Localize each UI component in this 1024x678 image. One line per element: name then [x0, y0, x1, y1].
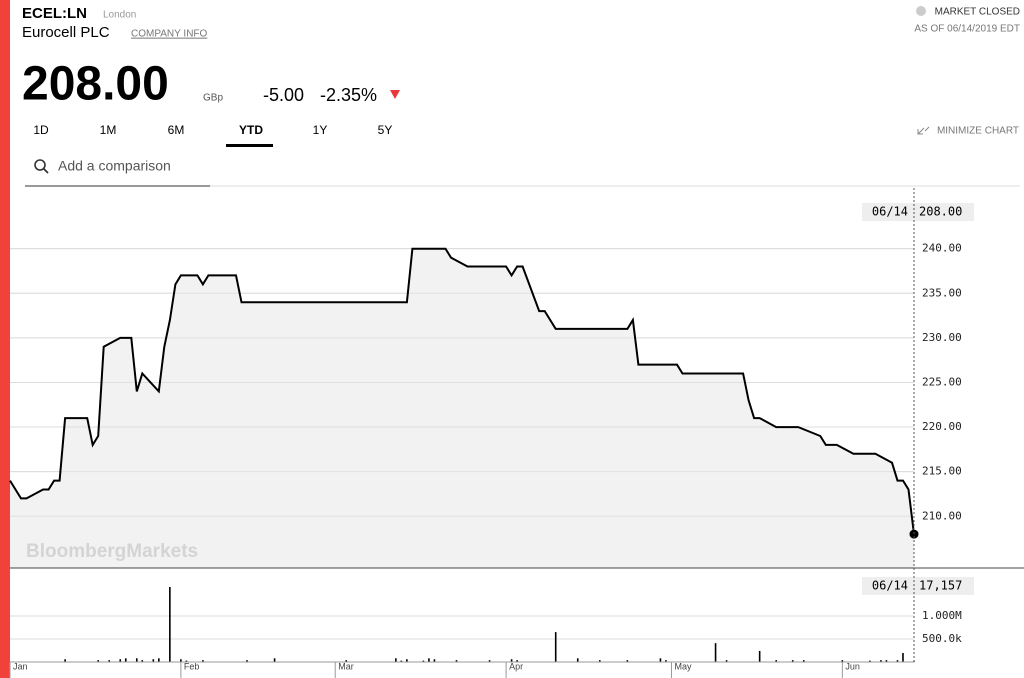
price-line: [9, 247, 915, 535]
flag-date: 06/14: [872, 205, 908, 219]
accent-bar: [0, 0, 10, 678]
volume-bar: [180, 659, 182, 662]
volume-bar: [400, 660, 403, 662]
volume-bar: [725, 660, 728, 662]
volume-bar: [345, 660, 348, 662]
volume-bar: [659, 658, 662, 662]
y-tick-label: 225.00: [922, 375, 962, 388]
range-tab[interactable]: 6M: [168, 123, 185, 137]
flag-value: 17,157: [919, 579, 962, 593]
volume-bar: [885, 660, 888, 662]
x-tick-label: Jun: [845, 661, 860, 671]
volume-bar: [576, 658, 579, 662]
change: -5.00: [263, 85, 304, 105]
volume-bar: [185, 660, 188, 662]
volume-bar: [516, 660, 518, 662]
chart-area: 210.00 215.00 220.00 225.00 230.00 235.00 240.…: [9, 188, 1024, 678]
volume-bar: [406, 659, 408, 662]
volume-bar: [896, 660, 899, 662]
y-tick-label: 230.00: [922, 331, 962, 344]
volume-bar: [665, 660, 667, 662]
volume-bar: [433, 659, 436, 662]
search-icon: [34, 159, 46, 171]
exchange: London: [103, 10, 136, 21]
currency: GBp: [203, 93, 223, 104]
range-tab[interactable]: 1M: [100, 123, 117, 137]
x-tick-label: Jan: [13, 661, 28, 671]
active-tab-underline: [226, 144, 273, 147]
volume-bar: [841, 660, 844, 662]
x-tick-label: Apr: [509, 661, 523, 671]
volume-bar: [902, 652, 904, 662]
flag-date: 06/14: [872, 579, 908, 593]
minimize-chart[interactable]: MINIMIZE CHART: [937, 126, 1019, 137]
volume-bar: [246, 660, 248, 662]
x-tick-label: May: [674, 661, 692, 671]
volume-bar: [124, 658, 127, 662]
as-of: AS OF 06/14/2019 EDT: [914, 24, 1020, 35]
company: Eurocell PLC: [22, 24, 110, 41]
volume-bar: [455, 660, 458, 662]
x-tick-label: Mar: [338, 661, 354, 671]
change-pct: -2.35%: [320, 85, 377, 105]
y-tick-label: 240.00: [922, 242, 962, 255]
market-status: MARKET CLOSED: [935, 7, 1020, 18]
volume-bar: [714, 643, 717, 662]
y-tick-label: 500.0k: [922, 632, 962, 645]
volume-bar: [135, 658, 138, 662]
volume-bar: [141, 660, 144, 662]
x-tick-label: Feb: [184, 661, 200, 671]
search-input[interactable]: Add a comparison: [58, 158, 171, 174]
volume-bar: [152, 659, 155, 662]
flag-bg: [862, 203, 974, 221]
volume-bar: [64, 659, 66, 662]
volume-bar: [169, 587, 171, 662]
search-icon-handle: [43, 168, 49, 174]
y-tick-label: 1.000M: [922, 609, 962, 622]
volume-bar: [108, 660, 111, 662]
y-tick-label: 220.00: [922, 420, 962, 433]
y-tick-label: 215.00: [922, 465, 962, 478]
volume-bar: [273, 658, 276, 662]
volume-bar: [880, 660, 882, 662]
ticker: ECEL:LN: [22, 5, 87, 22]
volume-bar: [791, 660, 794, 662]
volume-bar: [869, 660, 871, 662]
price: 208.00: [22, 58, 169, 111]
volume-bar: [428, 658, 430, 662]
flag-value: 208.00: [919, 205, 962, 219]
y-tick-label: 210.00: [922, 509, 962, 522]
volume-bar: [775, 660, 777, 662]
range-tab[interactable]: 1Y: [313, 123, 328, 137]
volume-bar: [158, 658, 160, 662]
volume-bar: [119, 659, 122, 662]
down-arrow: [390, 90, 400, 99]
volume-bar: [202, 660, 204, 662]
company-info-link[interactable]: COMPANY INFO: [131, 29, 208, 40]
volume-bar: [510, 659, 513, 662]
range-tab[interactable]: 5Y: [378, 123, 393, 137]
volume-bar: [422, 660, 425, 662]
price-area: [10, 248, 914, 568]
range-tabs: 1D 1M 6M YTD 1Y 5Y: [33, 123, 392, 147]
minimize-icon: [917, 126, 930, 135]
volume-bar: [554, 632, 557, 662]
flag-bg: [862, 577, 974, 595]
volume-bar: [758, 650, 761, 662]
volume-bar: [626, 660, 629, 662]
volume-bar: [802, 660, 805, 662]
volume-bar: [97, 660, 99, 662]
volume-bar: [488, 660, 491, 662]
range-tab[interactable]: 1D: [33, 123, 49, 137]
volume-bar: [395, 658, 397, 662]
status-dot: [916, 6, 926, 16]
watermark: BloombergMarkets: [26, 541, 198, 562]
y-tick-label: 235.00: [922, 286, 962, 299]
last-point: [909, 529, 919, 539]
range-tab[interactable]: YTD: [239, 123, 263, 137]
volume-bar: [599, 660, 601, 662]
